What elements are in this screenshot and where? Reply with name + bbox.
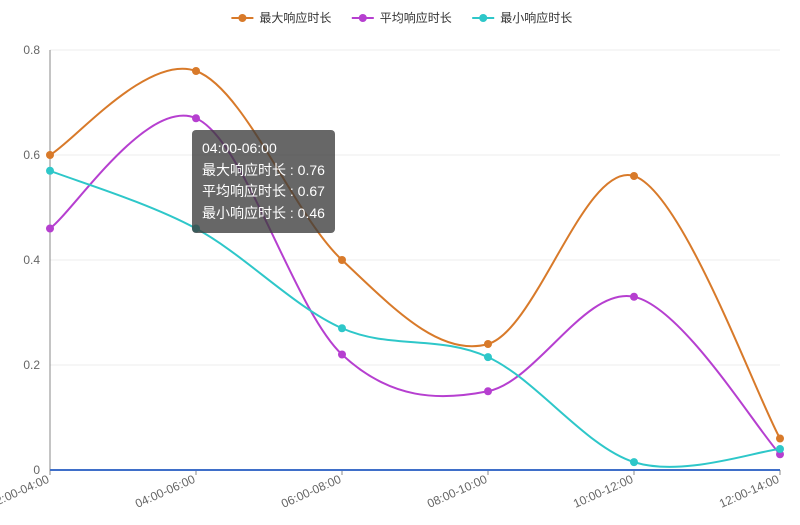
series-marker <box>192 114 200 122</box>
series-marker <box>484 387 492 395</box>
svg-text:0.8: 0.8 <box>23 43 40 57</box>
legend-label[interactable]: 最小响应时长 <box>500 10 572 25</box>
series-marker <box>338 324 346 332</box>
legend-label[interactable]: 平均响应时长 <box>380 10 452 25</box>
svg-text:06:00-08:00: 06:00-08:00 <box>279 472 344 511</box>
series-marker <box>630 293 638 301</box>
legend-dot[interactable] <box>479 14 487 22</box>
series-marker <box>46 225 54 233</box>
series-marker <box>484 340 492 348</box>
legend-label[interactable]: 最大响应时长 <box>259 10 331 25</box>
svg-text:0.2: 0.2 <box>23 358 40 372</box>
chart-svg: 00.20.40.60.802:00-04:0004:00-06:0006:00… <box>0 0 800 525</box>
series-marker <box>630 172 638 180</box>
svg-text:0.6: 0.6 <box>23 148 40 162</box>
svg-text:08:00-10:00: 08:00-10:00 <box>425 472 490 511</box>
series-line <box>50 116 780 455</box>
svg-text:12:00-14:00: 12:00-14:00 <box>717 472 782 511</box>
legend-dot[interactable] <box>359 14 367 22</box>
series-line <box>50 69 780 439</box>
series-marker <box>46 151 54 159</box>
series-marker <box>776 445 784 453</box>
response-time-chart: 00.20.40.60.802:00-04:0004:00-06:0006:00… <box>0 0 800 525</box>
series-marker <box>192 225 200 233</box>
series-marker <box>338 351 346 359</box>
svg-text:04:00-06:00: 04:00-06:00 <box>133 472 198 511</box>
legend-dot[interactable] <box>238 14 246 22</box>
series-marker <box>192 67 200 75</box>
svg-text:02:00-04:00: 02:00-04:00 <box>0 472 52 511</box>
series-marker <box>776 435 784 443</box>
svg-text:10:00-12:00: 10:00-12:00 <box>571 472 636 511</box>
series-marker <box>46 167 54 175</box>
svg-text:0.4: 0.4 <box>23 253 40 267</box>
series-marker <box>338 256 346 264</box>
series-marker <box>484 353 492 361</box>
series-marker <box>630 458 638 466</box>
